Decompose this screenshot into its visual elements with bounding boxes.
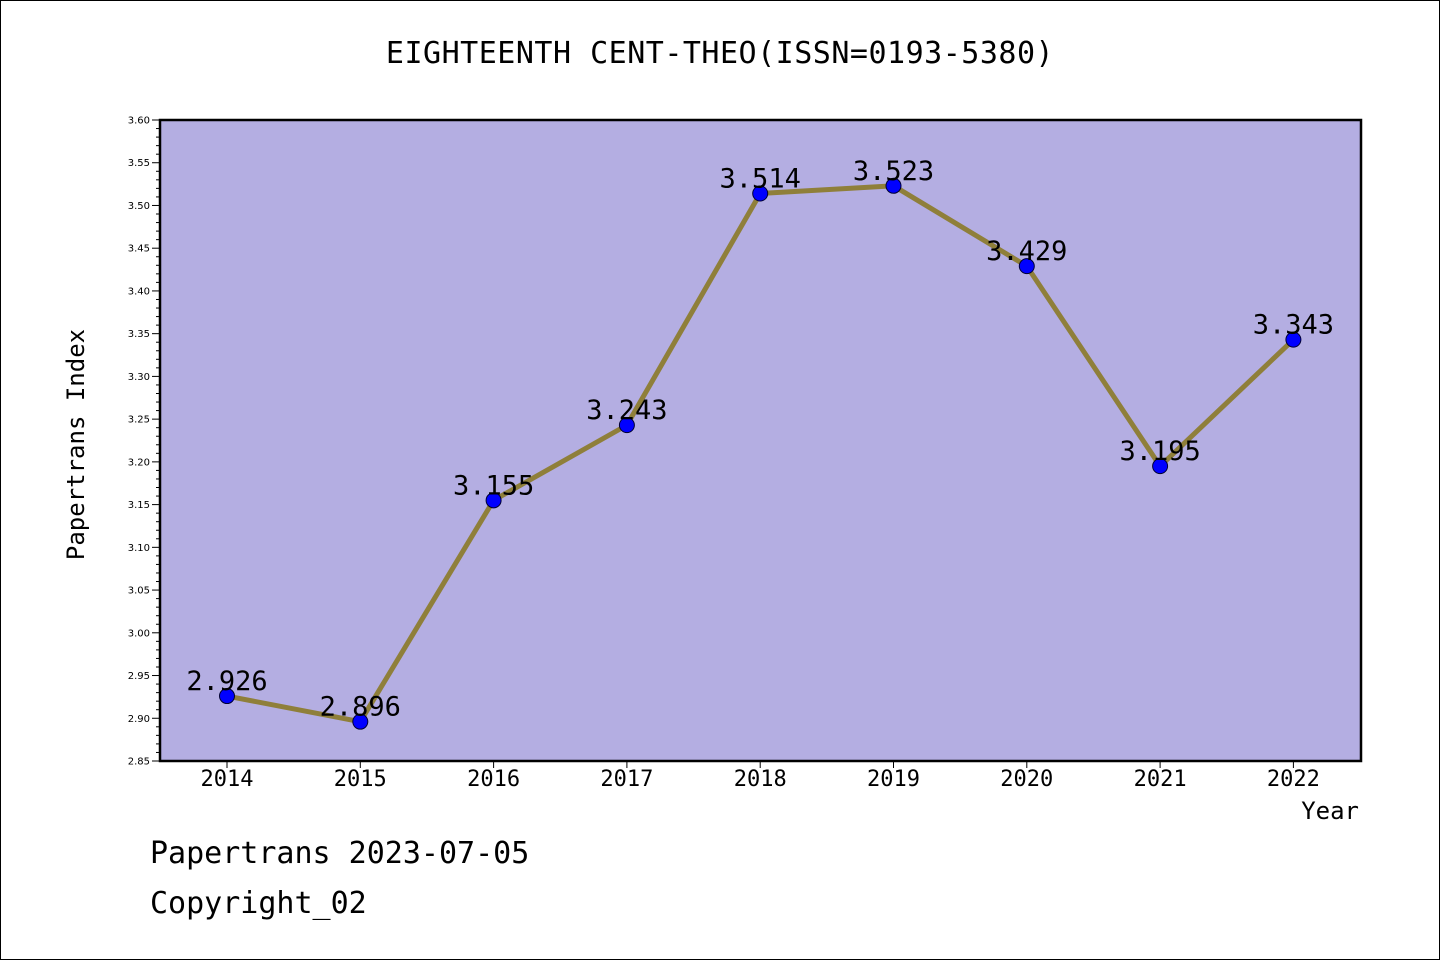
footer-copyright: Copyright_02: [150, 886, 367, 921]
x-tick-label: 2021: [1134, 767, 1187, 792]
y-tick-label: 2.95: [128, 671, 150, 682]
data-label: 3.514: [720, 164, 801, 195]
x-tick-label: 2015: [334, 767, 387, 792]
data-point: [1018, 258, 1035, 275]
plot-area: [160, 120, 1361, 761]
data-point: [219, 688, 235, 705]
data-label: 3.243: [586, 395, 667, 426]
x-axis-label: Year: [1301, 797, 1359, 825]
data-point: [485, 492, 502, 509]
y-tick-label: 3.30: [128, 372, 150, 383]
chart-title: EIGHTEENTH CENT-THEO(ISSN=0193-5380): [385, 36, 1055, 71]
y-tick-label: 3.10: [128, 543, 150, 554]
y-tick-label: 3.20: [128, 457, 150, 468]
y-tick-label: 3.25: [128, 415, 150, 426]
y-tick-label: 3.15: [128, 500, 150, 511]
x-tick-label: 2014: [201, 767, 254, 792]
y-tick-label: 3.00: [128, 628, 150, 639]
y-tick-label: 3.40: [128, 286, 150, 297]
data-point: [1152, 458, 1169, 475]
y-tick-label: 3.50: [128, 201, 150, 212]
y-tick-label: 3.60: [128, 116, 150, 127]
y-tick-label: 3.45: [128, 244, 150, 255]
data-label: 2.926: [186, 666, 267, 697]
data-point: [752, 185, 769, 202]
data-label: 3.523: [853, 156, 934, 187]
data-point: [352, 713, 369, 730]
y-tick-label: 2.90: [128, 714, 150, 725]
data-label: 2.896: [320, 692, 401, 723]
data-point: [885, 177, 902, 194]
data-label: 3.195: [1119, 436, 1200, 467]
footer-date: Papertrans 2023-07-05: [150, 836, 530, 871]
y-tick-label: 2.85: [128, 757, 150, 768]
x-tick-label: 2019: [867, 767, 920, 792]
data-label: 3.429: [986, 236, 1067, 267]
y-axis-label: Papertrans Index: [62, 329, 90, 560]
y-tick-label: 3.35: [128, 329, 150, 340]
y-tick-label: 3.55: [128, 158, 150, 169]
y-tick-label: 3.05: [128, 586, 150, 597]
x-tick-label: 2018: [734, 767, 787, 792]
plot-border: [158, 118, 1363, 763]
x-tick-label: 2022: [1267, 767, 1320, 792]
data-point: [618, 417, 635, 434]
data-point: [1285, 331, 1302, 348]
x-tick-label: 2020: [1000, 767, 1053, 792]
data-label: 3.343: [1253, 310, 1334, 341]
x-tick-label: 2016: [467, 767, 520, 792]
x-tick-label: 2017: [600, 767, 653, 792]
data-label: 3.155: [453, 470, 534, 501]
